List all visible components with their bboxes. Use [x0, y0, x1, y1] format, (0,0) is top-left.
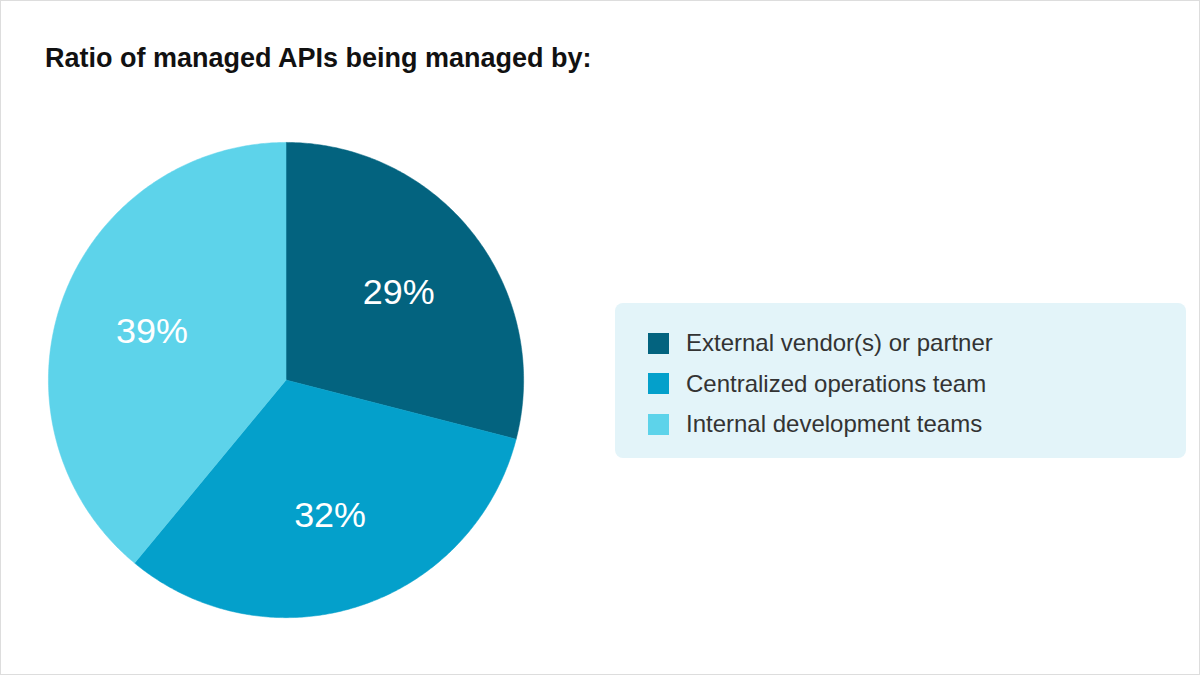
svg-text:39%: 39%: [116, 310, 188, 351]
svg-text:29%: 29%: [363, 271, 435, 312]
html-text:Ratio of managed APIs being ma: Ratio of managed APIs being managed by:: [45, 43, 592, 73]
html-text:Centralized operations team: Centralized operations team: [686, 369, 987, 397]
svg-text:32%: 32%: [294, 494, 366, 535]
html-text:Internal development teams: Internal development teams: [686, 410, 983, 438]
html-text:External vendor(s) or partner: External vendor(s) or partner: [686, 329, 993, 357]
